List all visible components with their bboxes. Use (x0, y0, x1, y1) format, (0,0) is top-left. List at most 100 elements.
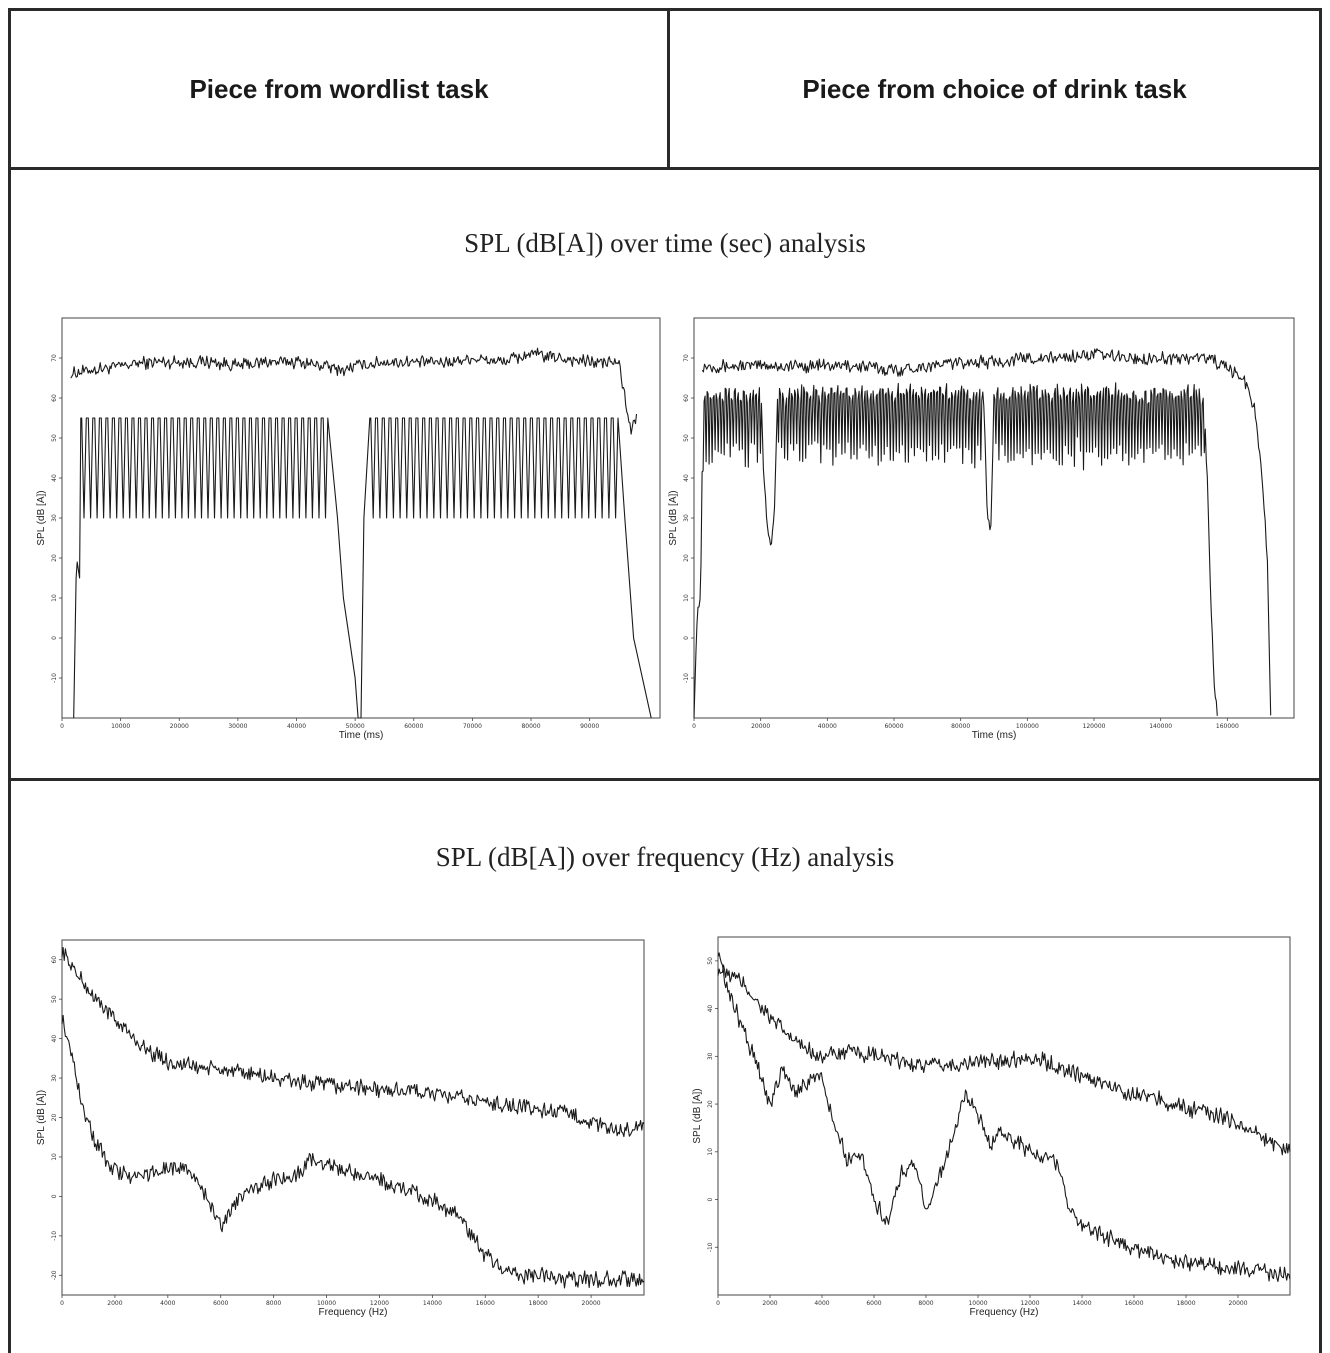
x-tick-label: 4000 (814, 1300, 829, 1307)
x-tick-label: 10000 (317, 1300, 336, 1307)
y-tick-label: 10 (51, 594, 58, 602)
series-line-upper (70, 347, 638, 435)
y-tick-label: -20 (51, 1270, 58, 1280)
header-divider (11, 167, 1319, 170)
series-line-upper (61, 946, 645, 1138)
x-tick-label: 8000 (266, 1300, 281, 1307)
y-axis-label: SPL (dB [A]) (668, 490, 679, 545)
y-tick-label: 30 (707, 1052, 714, 1060)
x-tick-label: 0 (692, 723, 696, 730)
series-line-lower (73, 417, 652, 719)
y-tick-label: 50 (683, 434, 690, 442)
x-tick-label: 20000 (1228, 1300, 1247, 1307)
y-tick-label: -10 (683, 673, 690, 683)
y-axis-label: SPL (dB [A]) (36, 490, 47, 545)
y-tick-label: 40 (707, 1005, 714, 1013)
x-tick-label: 60000 (404, 723, 423, 730)
x-tick-label: 0 (716, 1300, 720, 1307)
x-tick-label: 14000 (423, 1300, 442, 1307)
x-tick-label: 16000 (1124, 1300, 1143, 1307)
x-tick-label: 2000 (107, 1300, 122, 1307)
x-tick-label: 80000 (951, 723, 970, 730)
x-tick-label: 8000 (918, 1300, 933, 1307)
y-tick-label: 30 (51, 1074, 58, 1082)
x-tick-label: 20000 (582, 1300, 601, 1307)
y-tick-label: 20 (51, 1114, 58, 1122)
x-tick-label: 30000 (228, 723, 247, 730)
column-header-drink: Piece from choice of drink task (802, 73, 1187, 104)
series-line-lower (717, 952, 1291, 1283)
x-tick-label: 140000 (1149, 723, 1172, 730)
y-tick-label: 50 (51, 434, 58, 442)
y-tick-label: 40 (683, 474, 690, 482)
y-tick-label: -10 (51, 1231, 58, 1241)
column-header-wordlist: Piece from wordlist task (189, 73, 489, 104)
y-tick-label: 50 (707, 957, 714, 965)
y-tick-label: 10 (51, 1153, 58, 1161)
x-tick-label: 60000 (884, 723, 903, 730)
x-tick-label: 40000 (818, 723, 837, 730)
x-tick-label: 160000 (1216, 723, 1239, 730)
x-tick-label: 20000 (170, 723, 189, 730)
x-tick-label: 18000 (529, 1300, 548, 1307)
x-tick-label: 20000 (751, 723, 770, 730)
y-tick-label: 10 (707, 1148, 714, 1156)
y-tick-label: 0 (51, 636, 58, 640)
y-tick-label: 40 (51, 1035, 58, 1043)
x-tick-label: 90000 (580, 723, 599, 730)
y-tick-label: 60 (51, 394, 58, 402)
time-analysis-title: SPL (dB[A]) over time (sec) analysis (464, 228, 866, 258)
drink-frequency-chart: 0 2000 4000 6000 8000 10000 12000 14000 16000 180… (692, 936, 1291, 1318)
x-axis-label: Frequency (Hz) (319, 1307, 388, 1318)
x-axis-label: Time (ms) (972, 730, 1017, 741)
series-line-upper (717, 964, 1291, 1156)
x-tick-label: 16000 (476, 1300, 495, 1307)
y-tick-label: 0 (51, 1194, 58, 1198)
x-tick-label: 10000 (968, 1300, 987, 1307)
x-tick-label: 4000 (160, 1300, 175, 1307)
x-axis-label: Time (ms) (339, 730, 384, 741)
y-tick-label: 70 (683, 354, 690, 362)
x-tick-label: 0 (60, 1300, 64, 1307)
x-tick-label: 12000 (1020, 1300, 1039, 1307)
y-tick-label: 10 (683, 594, 690, 602)
x-axis-label: Frequency (Hz) (970, 1307, 1039, 1318)
y-tick-label: 0 (683, 636, 690, 640)
y-tick-label: 70 (51, 354, 58, 362)
table-frame: Piece from wordlist task Piece from choi… (8, 8, 1322, 1353)
y-tick-label: -10 (51, 673, 58, 683)
x-tick-label: 6000 (866, 1300, 881, 1307)
x-tick-label: 18000 (1176, 1300, 1195, 1307)
y-tick-label: 20 (683, 554, 690, 562)
frequency-analysis-title: SPL (dB[A]) over frequency (Hz) analysis (435, 842, 895, 872)
y-tick-label: 20 (51, 554, 58, 562)
plot-area (693, 317, 1295, 719)
y-tick-label: 40 (51, 474, 58, 482)
y-tick-label: 30 (51, 514, 58, 522)
x-tick-label: 50000 (346, 723, 365, 730)
x-tick-label: 12000 (370, 1300, 389, 1307)
series-line-lower (61, 1014, 645, 1289)
x-tick-label: 6000 (213, 1300, 228, 1307)
y-tick-label: 30 (683, 514, 690, 522)
y-axis-label: SPL (dB [A]) (36, 1090, 47, 1145)
x-tick-label: 80000 (521, 723, 540, 730)
x-tick-label: 100000 (1016, 723, 1039, 730)
wordlist-frequency-chart: 0 2000 4000 6000 8000 10000 12000 14000 16000 180… (36, 939, 645, 1318)
drink-time-chart: 0 20000 40000 60000 80000 100000 120000 140000 1… (668, 317, 1295, 741)
section-divider (11, 778, 1319, 781)
x-tick-label: 2000 (762, 1300, 777, 1307)
x-tick-label: 120000 (1083, 723, 1106, 730)
plot-area (717, 936, 1291, 1296)
wordlist-time-chart: 0 10000 20000 30000 40000 50000 60000 70000 8000… (36, 317, 661, 741)
plot-area (61, 317, 661, 719)
y-tick-label: -10 (707, 1242, 714, 1252)
y-tick-label: 60 (51, 956, 58, 964)
series-line-upper (701, 348, 1272, 716)
y-axis-label: SPL (dB [A]) (692, 1088, 703, 1143)
y-tick-label: 20 (707, 1100, 714, 1108)
x-tick-label: 0 (60, 723, 64, 730)
y-tick-label: 60 (683, 394, 690, 402)
x-tick-label: 40000 (287, 723, 306, 730)
y-tick-label: 50 (51, 995, 58, 1003)
